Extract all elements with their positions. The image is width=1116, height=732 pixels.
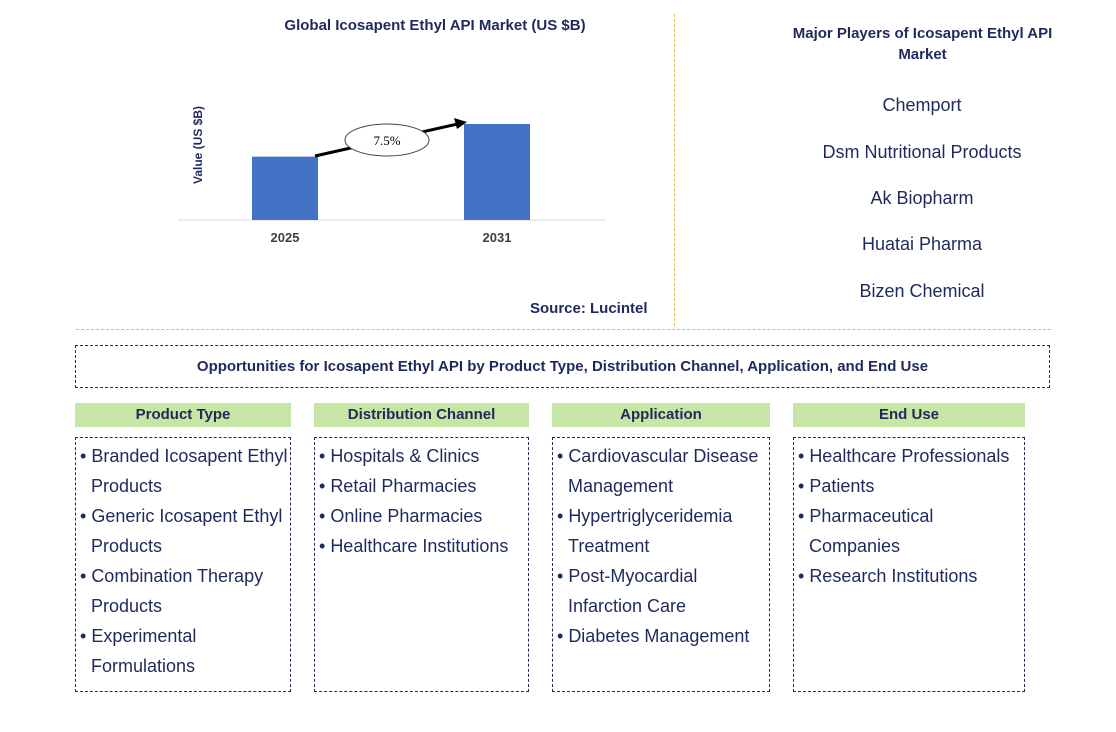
player-item: Dsm Nutritional Products	[822, 142, 1022, 162]
list-item: Patients	[798, 471, 1024, 501]
list-item: Retail Pharmacies	[319, 471, 528, 501]
player-item: Huatai Pharma	[861, 234, 983, 254]
list-item: Cardiovascular Disease Management	[557, 441, 769, 501]
list-item: Experimental Formulations	[80, 621, 290, 681]
x-tick-label: 2025	[271, 230, 300, 245]
cagr-label: 7.5%	[373, 133, 400, 148]
column-header-product-type: Product Type	[75, 403, 291, 427]
list-item: Post-Myocardial Infarction Care	[557, 561, 769, 621]
bar-chart: Value (US $B) 2025 2031 7.5%	[178, 106, 605, 245]
list-item: Branded Icosapent Ethyl Products	[80, 441, 290, 501]
opportunities-title: Opportunities for Icosapent Ethyl API by…	[75, 345, 1050, 388]
list-item: Healthcare Professionals	[798, 441, 1024, 471]
list-item: Healthcare Institutions	[319, 531, 528, 561]
growth-arrowhead	[454, 118, 467, 129]
column-header-application: Application	[552, 403, 770, 427]
player-item: Bizen Chemical	[859, 281, 985, 301]
column-header-end-use: End Use	[793, 403, 1025, 427]
list-item: Online Pharmacies	[319, 501, 528, 531]
y-axis-label: Value (US $B)	[191, 106, 205, 184]
list-item: Hospitals & Clinics	[319, 441, 528, 471]
bar-2031	[464, 124, 530, 220]
players-title: Major Players of Icosapent Ethyl API Mar…	[792, 25, 1053, 63]
opportunities-title-text: Opportunities for Icosapent Ethyl API by…	[196, 358, 929, 375]
vertical-divider	[674, 14, 675, 326]
x-tick-label: 2031	[483, 230, 512, 245]
list-item: Generic Icosapent Ethyl Products	[80, 501, 290, 561]
list-item: Combination Therapy Products	[80, 561, 290, 621]
source-label: Source: Lucintel	[530, 300, 648, 317]
list-item: Diabetes Management	[557, 621, 769, 651]
column-header-distribution-channel: Distribution Channel	[314, 403, 529, 427]
list-item: Hypertriglyceridemia Treatment	[557, 501, 769, 561]
column-product-type: Branded Icosapent Ethyl Products Generic…	[75, 437, 291, 692]
player-item: Ak Biopharm	[870, 188, 974, 208]
column-application: Cardiovascular Disease Management Hypert…	[552, 437, 770, 692]
bar-2025	[252, 156, 318, 220]
column-distribution-channel: Hospitals & Clinics Retail Pharmacies On…	[314, 437, 529, 692]
list-item: Pharmaceutical Companies	[798, 501, 1024, 561]
column-end-use: Healthcare Professionals Patients Pharma…	[793, 437, 1025, 692]
chart-title: Global Icosapent Ethyl API Market (US $B…	[284, 17, 586, 34]
horizontal-divider	[76, 329, 1051, 330]
player-item: Chemport	[882, 95, 962, 115]
cagr-bubble	[344, 123, 430, 157]
list-item: Research Institutions	[798, 561, 1024, 591]
